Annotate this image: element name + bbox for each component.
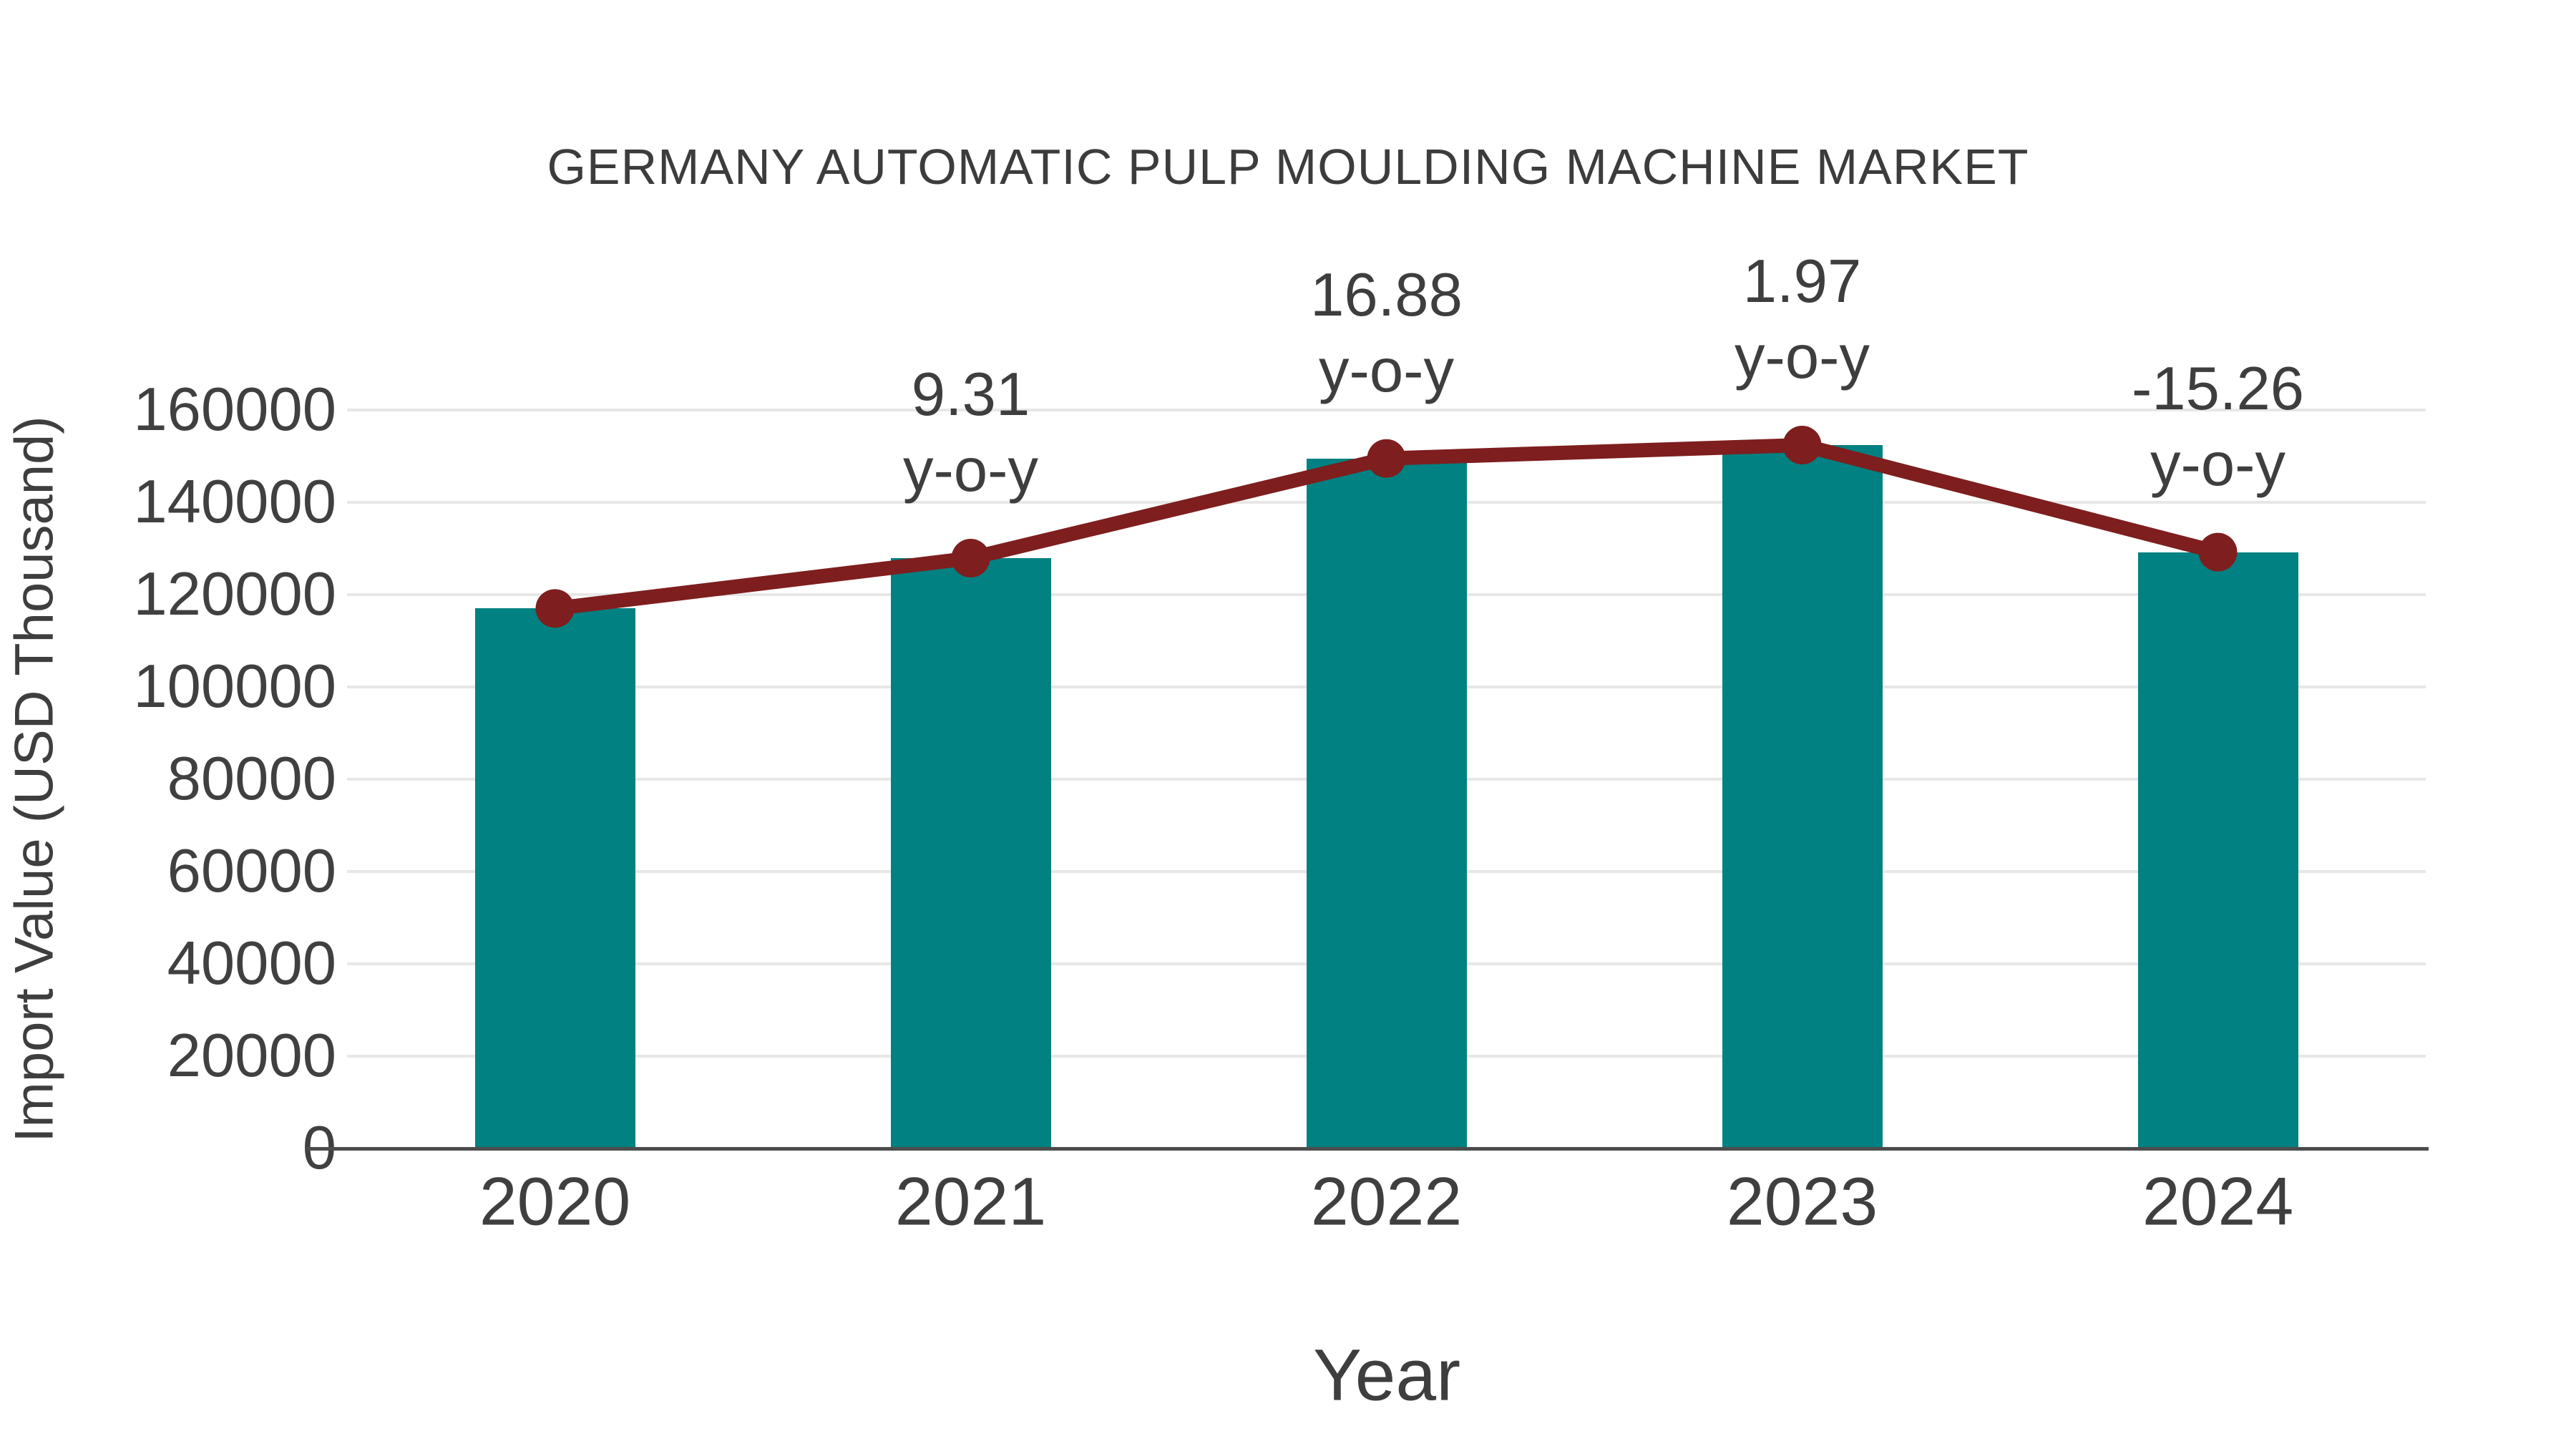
y-tick-label-20000: 20000	[167, 1022, 336, 1090]
x-tick-label-2020: 2020	[479, 1163, 631, 1240]
yoy-value-2021: 9.31	[911, 361, 1030, 429]
y-tick-label-140000: 140000	[133, 468, 336, 536]
yoy-value-2023: 1.97	[1742, 248, 1862, 316]
y-tick-label-100000: 100000	[133, 653, 336, 721]
y-tick-label-60000: 60000	[167, 837, 336, 905]
gridline-160000	[347, 409, 2426, 411]
yoy-value-2022: 16.88	[1310, 260, 1463, 329]
x-axis-title: Year	[1312, 1334, 1461, 1416]
x-tick-label-2022: 2022	[1310, 1163, 1463, 1240]
yoy-value-2024: -15.26	[2131, 354, 2305, 423]
x-axis-line	[306, 1147, 2429, 1151]
bar-2020	[474, 608, 635, 1148]
yoy-suffix-2021: y-o-y	[903, 436, 1038, 505]
bar-2021	[890, 558, 1051, 1148]
chart-title: GERMANY AUTOMATIC PULP MOULDING MACHINE …	[547, 139, 2029, 195]
yoy-suffix-2022: y-o-y	[1319, 336, 1454, 405]
x-tick-label-2024: 2024	[2142, 1163, 2294, 1240]
x-tick-label-2023: 2023	[1726, 1163, 1878, 1240]
y-tick-label-120000: 120000	[133, 560, 336, 628]
x-tick-label-2021: 2021	[894, 1163, 1047, 1240]
y-tick-label-160000: 160000	[133, 376, 336, 444]
bar-2022	[1306, 458, 1467, 1148]
y-axis-title: Import Value (USD Thousand)	[4, 416, 65, 1143]
yoy-suffix-2023: y-o-y	[1735, 323, 1870, 392]
bar-2023	[1722, 445, 1883, 1148]
yoy-suffix-2024: y-o-y	[2150, 430, 2285, 499]
y-tick-label-80000: 80000	[167, 745, 336, 813]
bar-2024	[2137, 552, 2298, 1148]
y-tick-label-40000: 40000	[167, 930, 336, 997]
